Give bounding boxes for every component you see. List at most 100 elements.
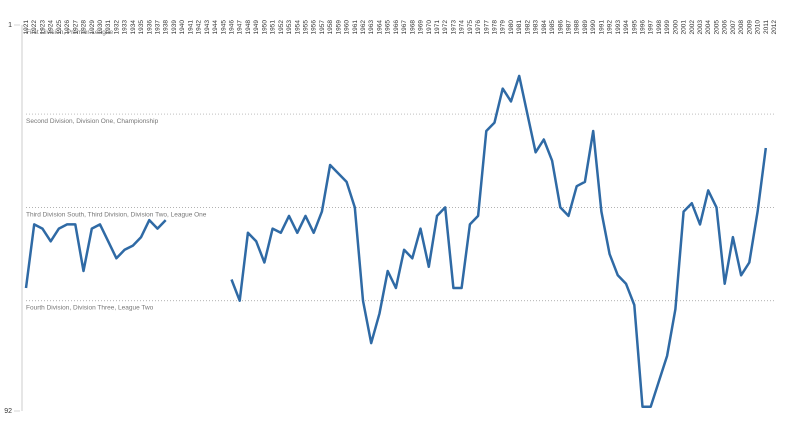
x-tick-label: 1934 [130,20,137,35]
x-tick-label: 1980 [508,20,515,35]
x-tick-label: 1959 [335,20,342,35]
x-tick-label: 1956 [311,20,318,35]
x-tick-label: 1935 [138,20,145,35]
x-tick-label: 1977 [483,20,490,35]
x-tick-label: 1964 [376,20,383,35]
x-tick-label: 2008 [738,20,745,35]
x-tick-label: 1955 [302,20,309,35]
x-tick-label: 1966 [393,20,400,35]
x-tick-label: 1957 [319,20,326,35]
x-tick-label: 1932 [113,20,120,35]
x-tick-label: 1991 [598,20,605,35]
x-tick-label: 1987 [566,20,573,35]
x-tick-label: 1982 [524,20,531,35]
x-tick-label: 1946 [228,20,235,35]
x-tick-label: 1967 [401,20,408,35]
x-tick-label: 1972 [442,20,449,35]
x-tick-label: 1941 [187,20,194,35]
x-tick-label: 1924 [48,20,55,35]
x-tick-label: 1953 [286,20,293,35]
x-tick-label: 1995 [631,20,638,35]
x-tick-label: 1942 [196,20,203,35]
x-tick-label: 1939 [171,20,178,35]
x-tick-label: 1962 [360,20,367,35]
x-tick-label: 2012 [771,20,778,35]
x-tick-label: 1971 [434,20,441,35]
x-tick-label: 1984 [541,20,548,35]
x-tick-label: 1968 [409,20,416,35]
x-tick-label: 2000 [672,20,679,35]
x-tick-label: 2002 [689,20,696,35]
x-tick-label: 1928 [81,20,88,35]
x-tick-label: 1951 [270,20,277,35]
x-tick-label: 1969 [418,20,425,35]
x-tick-label: 1948 [245,20,252,35]
x-tick-label: 1947 [237,20,244,35]
y-tick-label: 1 [8,22,12,29]
division-label: Second Division, Division One, Champions… [26,118,159,125]
division-label: First Division, Premier League [26,29,113,36]
x-tick-label: 1993 [615,20,622,35]
x-tick-label: 1952 [278,20,285,35]
x-tick-label: 1985 [549,20,556,35]
x-tick-label: 1925 [56,20,63,35]
x-tick-label: 1931 [105,20,112,35]
x-tick-label: 1988 [574,20,581,35]
x-tick-label: 1927 [72,20,79,35]
position-line [24,74,768,409]
x-tick-label: 1936 [146,20,153,35]
x-tick-label: 1922 [31,20,38,35]
x-tick-label: 1943 [204,20,211,35]
x-tick-label: 1996 [639,20,646,35]
x-tick-label: 1994 [623,20,630,35]
x-tick-label: 1979 [500,20,507,35]
division-label: Third Division South, Third Division, Di… [26,211,207,218]
x-tick-label: 1921 [23,20,30,35]
x-tick-label: 1981 [516,20,523,35]
x-tick-label: 1960 [344,20,351,35]
division-label: Fourth Division, Division Three, League … [26,305,154,312]
y-tick-label: 92 [4,408,12,415]
x-tick-label: 1944 [212,20,219,35]
x-tick-label: 1961 [352,20,359,35]
x-tick-label: 1950 [261,20,268,35]
x-tick-label: 1976 [475,20,482,35]
x-tick-label: 1983 [533,20,540,35]
x-tick-label: 1990 [590,20,597,35]
x-tick-label: 1930 [97,20,104,35]
x-tick-label: 2010 [755,20,762,35]
x-tick-label: 1945 [220,20,227,35]
x-tick-label: 1965 [385,20,392,35]
x-tick-label: 1989 [582,20,589,35]
x-tick-label: 1938 [163,20,170,35]
x-tick-label: 2004 [705,20,712,35]
x-tick-label: 1954 [294,20,301,35]
x-tick-label: 2003 [697,20,704,35]
x-tick-label: 1940 [179,20,186,35]
x-tick-label: 1963 [368,20,375,35]
x-tick-label: 2005 [713,20,720,35]
x-tick-label: 1973 [450,20,457,35]
x-tick-label: 1949 [253,20,260,35]
x-tick-label: 1974 [459,20,466,35]
x-tick-label: 1933 [122,20,129,35]
x-tick-label: 1958 [327,20,334,35]
x-tick-label: 1997 [648,20,655,35]
x-tick-label: 1975 [467,20,474,35]
x-tick-label: 1926 [64,20,71,35]
x-tick-label: 1923 [39,20,46,35]
x-tick-label: 2006 [722,20,729,35]
x-tick-label: 2011 [763,20,770,34]
x-tick-label: 1998 [656,20,663,35]
x-tick-label: 1986 [557,20,564,35]
x-tick-label: 1992 [607,20,614,35]
x-tick-label: 1978 [492,20,499,35]
x-tick-label: 2007 [730,20,737,35]
x-tick-label: 2001 [681,20,688,35]
x-tick-label: 1999 [664,20,671,35]
x-tick-label: 1937 [155,20,162,35]
x-tick-label: 1929 [89,20,96,35]
x-tick-label: 1970 [426,20,433,35]
x-tick-label: 2009 [746,20,753,35]
